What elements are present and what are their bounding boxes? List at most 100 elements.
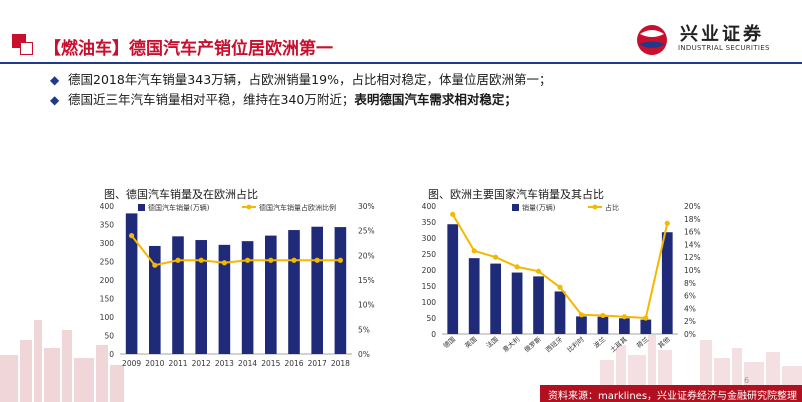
x-tick-label: 2018: [331, 359, 350, 368]
bar: [576, 316, 587, 334]
share-point: [129, 233, 135, 239]
bar: [172, 236, 184, 354]
y-tick-label: 250: [422, 250, 437, 259]
x-tick-label: 波兰: [591, 334, 607, 350]
x-tick-label: 法国: [484, 335, 500, 350]
y-tick-label: 250: [100, 258, 115, 267]
share-point: [268, 257, 274, 263]
x-tick-label: 2011: [168, 359, 187, 368]
y-tick-label: 300: [422, 234, 437, 243]
share-point: [245, 257, 251, 263]
x-tick-label: 2013: [215, 359, 234, 368]
bar: [149, 245, 161, 354]
bar: [195, 240, 207, 354]
bar: [334, 227, 347, 354]
logo-text: 兴业证券: [680, 24, 764, 45]
y2-tick-label: 25%: [358, 227, 375, 236]
x-tick-label: 2017: [308, 359, 327, 368]
share-point: [578, 312, 585, 318]
y-tick-label: 150: [422, 282, 437, 291]
y2-tick-label: 10%: [684, 266, 701, 275]
page-number: 6: [744, 376, 750, 385]
bar: [288, 230, 300, 354]
bar: [125, 213, 138, 354]
y-tick-label: 100: [422, 298, 437, 307]
legend-line-label: 德国汽车销量占欧洲比例: [259, 203, 336, 212]
share-point: [535, 268, 542, 274]
logo-subtitle: INDUSTRIAL SECURITIES: [678, 44, 770, 52]
slide-title: 【燃油车】德国汽车产销位居欧洲第一: [44, 39, 333, 59]
company-logo-icon: [637, 25, 667, 55]
bullet-item: ◆ 德国2018年汽车销量343万辆，占欧洲销量19%，占比相对稳定，体量位居欧…: [50, 70, 551, 90]
y-tick-label: 300: [100, 239, 115, 248]
y2-tick-label: 5%: [358, 325, 370, 334]
germany-sales-chart: 0 50 100 150 200 250 300 350 400 0% 5% 10% 15% 20% 25%…: [100, 202, 375, 368]
legend-bar-swatch: [512, 204, 519, 211]
bar: [597, 316, 609, 334]
share-point: [198, 257, 204, 263]
y-tick-label: 100: [100, 313, 115, 322]
share-point: [337, 257, 343, 263]
bullet-list: ◆ 德国2018年汽车销量343万辆，占欧洲销量19%，占比相对稳定，体量位居欧…: [50, 70, 551, 110]
y2-tick-label: 20%: [684, 202, 701, 211]
bar: [554, 291, 566, 334]
y2-tick-label: 0%: [358, 350, 370, 359]
chart2-title: 图、欧洲主要国家汽车销量及其占比: [428, 188, 604, 201]
y2-tick-label: 14%: [684, 240, 701, 249]
x-tick-label: 俄罗斯: [522, 334, 543, 354]
bar: [311, 226, 323, 354]
bar: [218, 244, 231, 354]
y2-tick-label: 6%: [684, 292, 696, 301]
share-point: [643, 315, 649, 321]
y2-tick-label: 18%: [684, 215, 701, 224]
y-tick-label: 400: [100, 202, 115, 211]
diamond-bullet-icon: ◆: [50, 73, 60, 87]
y2-tick-label: 16%: [684, 228, 701, 237]
share-point: [314, 257, 320, 263]
x-tick-label: 德国: [441, 335, 457, 350]
legend-line-marker: [246, 204, 252, 210]
bullet-text: 德国2018年汽车销量343万辆，占欧洲销量19%，占比相对稳定，体量位居欧洲第…: [68, 72, 552, 87]
bar: [640, 319, 652, 334]
bar: [265, 235, 277, 354]
y2-tick-label: 4%: [684, 304, 696, 313]
x-tick-label: 西班牙: [544, 334, 565, 354]
legend-line-label: 占比: [605, 203, 619, 212]
y2-tick-label: 10%: [358, 301, 375, 310]
bar: [490, 263, 501, 334]
bar: [619, 318, 630, 334]
share-point: [493, 254, 499, 260]
x-tick-label: 2010: [145, 359, 164, 368]
x-tick-label: 土耳其: [608, 334, 629, 354]
y2-tick-label: 2%: [684, 317, 696, 326]
share-point: [152, 262, 158, 268]
x-tick-label: 比利时: [565, 334, 586, 354]
header-rule: [0, 62, 802, 64]
y-tick-label: 50: [426, 314, 436, 323]
share-point: [291, 257, 297, 263]
y2-tick-label: 30%: [358, 202, 375, 211]
share-point: [664, 220, 670, 226]
y-tick-label: 350: [100, 221, 115, 230]
y-tick-label: 200: [100, 276, 115, 285]
bar: [241, 241, 254, 354]
europe-countries-chart: 0 50 100 150 200 250 300 350 400 0% 2% 4% 6% 8% 10% 12%…: [422, 202, 701, 354]
share-point: [514, 264, 520, 270]
legend-bar-label: 销量(万辆): [522, 203, 556, 212]
y2-tick-label: 15%: [358, 276, 375, 285]
bar: [468, 258, 480, 334]
share-point: [221, 260, 227, 266]
y-tick-label: 200: [422, 266, 437, 275]
bar: [511, 272, 523, 334]
legend-bar-swatch: [138, 204, 145, 211]
x-tick-label: 2016: [284, 359, 303, 368]
share-line: [130, 234, 341, 267]
diamond-bullet-icon: ◆: [50, 93, 60, 107]
legend-line-marker: [592, 204, 598, 210]
x-tick-label: 2009: [122, 359, 141, 368]
chart1-title: 图、德国汽车销量及在欧洲占比: [104, 188, 258, 201]
y-tick-label: 50: [104, 332, 114, 341]
y2-tick-label: 20%: [358, 251, 375, 260]
share-point: [175, 257, 181, 263]
x-tick-label: 荷兰: [634, 334, 650, 350]
